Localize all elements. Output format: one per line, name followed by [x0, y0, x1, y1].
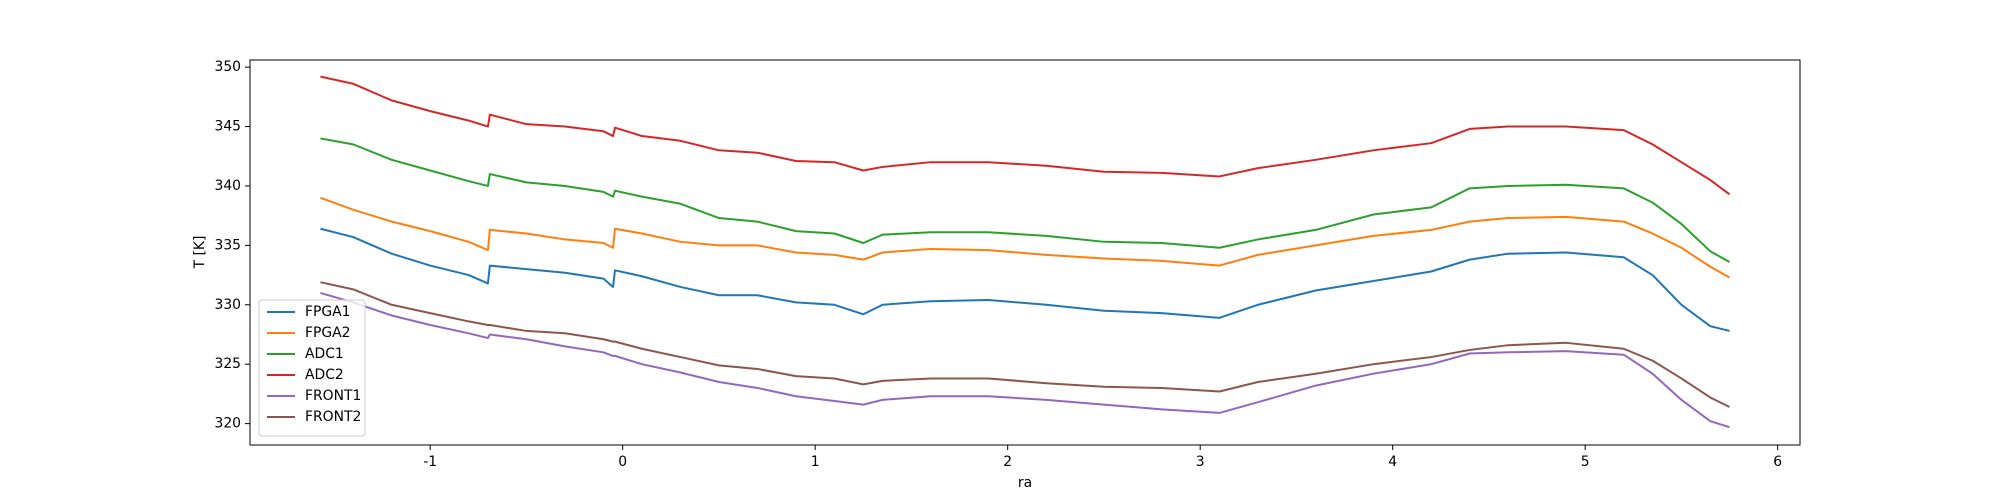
legend-label: FPGA2 — [305, 325, 350, 341]
y-tick-label: 340 — [214, 178, 241, 194]
y-tick-label: 320 — [214, 416, 241, 432]
data-line — [320, 196, 1731, 279]
x-tick-label: 5 — [1581, 454, 1590, 470]
y-axis-label: T [K] — [192, 236, 208, 270]
x-tick-label: 1 — [811, 454, 820, 470]
plot-frame — [249, 59, 1801, 446]
legend: FPGA1 FPGA2 ADC1 ADC2 FRONT1 FRONT2 — [258, 299, 366, 437]
x-tick-label: 6 — [1773, 454, 1782, 470]
legend-label: ADC2 — [305, 367, 344, 383]
legend-label: FPGA1 — [305, 304, 350, 320]
x-tick-label: 4 — [1388, 454, 1397, 470]
data-line — [320, 227, 1730, 332]
legend-label: FRONT1 — [305, 388, 361, 404]
y-tick-label: 330 — [214, 297, 241, 313]
y-tick-label: 350 — [214, 59, 241, 75]
y-tick-label: 345 — [214, 119, 241, 135]
y-tick-label: 335 — [214, 237, 241, 253]
x-tick-label: 0 — [618, 454, 627, 470]
data-line — [320, 137, 1731, 263]
y-tick-label: 325 — [214, 356, 241, 372]
x-tick-label: 3 — [1196, 454, 1205, 470]
legend-label: FRONT2 — [305, 409, 361, 425]
x-axis-label: ra — [1018, 475, 1032, 491]
data-line — [320, 75, 1731, 196]
x-tick-label: -1 — [423, 454, 437, 470]
data-line — [320, 291, 1730, 429]
legend-label: ADC1 — [305, 346, 344, 362]
x-tick-label: 2 — [1003, 454, 1012, 470]
data-line — [320, 281, 1730, 408]
